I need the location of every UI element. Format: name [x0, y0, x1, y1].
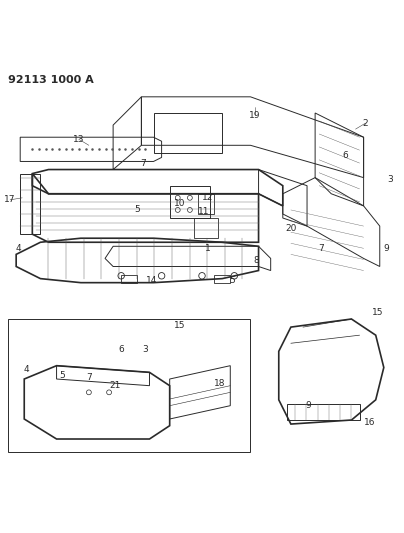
Text: 5: 5 [60, 371, 65, 380]
Text: 7: 7 [318, 244, 324, 253]
Text: 11: 11 [198, 207, 210, 216]
Text: 9: 9 [305, 401, 311, 410]
Text: 5: 5 [229, 276, 235, 285]
Text: 13: 13 [73, 135, 84, 144]
Text: 21: 21 [109, 381, 121, 390]
Text: 3: 3 [387, 175, 393, 184]
Text: 6: 6 [118, 345, 124, 354]
Text: 5: 5 [135, 205, 140, 214]
Text: 4: 4 [15, 244, 21, 253]
Text: 8: 8 [254, 256, 259, 265]
Text: 4: 4 [23, 365, 29, 374]
Text: 14: 14 [146, 276, 157, 285]
Text: 17: 17 [4, 195, 16, 204]
Text: 1: 1 [205, 244, 211, 253]
Text: 7: 7 [86, 373, 92, 382]
Text: 3: 3 [143, 345, 148, 354]
Text: 7: 7 [141, 159, 146, 168]
Text: 2: 2 [363, 118, 368, 127]
Text: 16: 16 [364, 417, 375, 426]
Text: 12: 12 [202, 193, 214, 203]
Text: 18: 18 [215, 379, 226, 388]
Text: 15: 15 [372, 309, 383, 318]
Text: 10: 10 [174, 199, 185, 208]
Text: 92113 1000 A: 92113 1000 A [8, 75, 94, 85]
Text: 15: 15 [174, 320, 185, 329]
Text: 6: 6 [343, 151, 348, 160]
Text: 19: 19 [249, 110, 260, 119]
Text: 9: 9 [383, 244, 389, 253]
Text: 20: 20 [285, 224, 297, 232]
